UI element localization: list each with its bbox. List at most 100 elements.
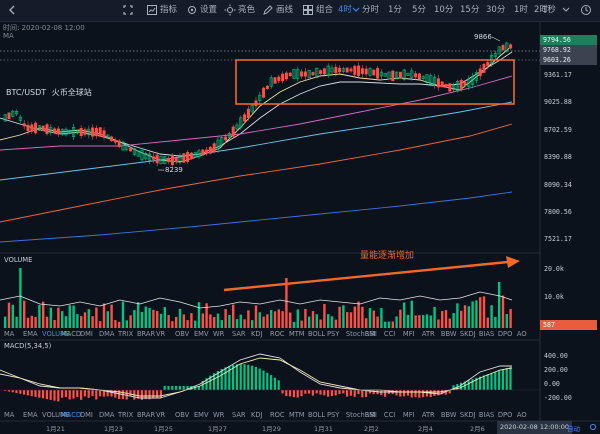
volume-bar [194, 320, 197, 328]
candle-body [91, 127, 95, 137]
sun-icon[interactable] [224, 4, 236, 16]
indicator-tab-boll[interactable]: BOLL [307, 411, 326, 419]
indicator-tab-roc[interactable]: ROC [269, 411, 285, 419]
indicator-tab-smi[interactable]: SMI [364, 411, 377, 419]
indicator-tab-mfi[interactable]: MFI [402, 411, 415, 419]
indicator-tab-dpo[interactable]: DPO [497, 411, 513, 419]
macd-bar [327, 390, 330, 397]
macd-bar [106, 390, 109, 397]
indicator-tab-sar[interactable]: SAR [231, 411, 246, 419]
interval-1h[interactable]: 1时 [514, 5, 528, 15]
grid-icon[interactable] [302, 4, 314, 16]
interval-4h[interactable]: 4时 [338, 5, 352, 15]
indicator-tab-mtm[interactable]: MTM [288, 330, 305, 338]
clock-icon[interactable] [580, 4, 592, 16]
indicator-tab-ao[interactable]: AO [516, 411, 527, 419]
indicator-icon[interactable] [146, 4, 158, 16]
indicator-tab-emv[interactable]: EMV [193, 411, 209, 419]
candle-body [231, 126, 235, 137]
indicator-tab-mtm[interactable]: MTM [288, 411, 305, 419]
indicator-tab-vr[interactable]: VR [155, 411, 166, 419]
indicator-tab-roc[interactable]: ROC [269, 330, 285, 338]
chevron-left-icon[interactable] [6, 4, 18, 16]
indicator-tab-volume[interactable]: VOLUME [41, 411, 70, 419]
indicator-tab-atr[interactable]: ATR [421, 330, 435, 338]
interval-10m[interactable]: 10分 [434, 5, 454, 15]
indicator-tab-ema[interactable]: EMA [22, 330, 38, 338]
toolbar-indicators[interactable]: 指标 [160, 5, 178, 15]
indicator-tab-bias[interactable]: BIAS [478, 330, 495, 338]
interval-15m[interactable]: 15分 [460, 5, 480, 15]
indicator-tab-atr[interactable]: ATR [421, 411, 435, 419]
indicator-tab-dma[interactable]: DMA [98, 330, 115, 338]
indicator-tab-obv[interactable]: OBV [174, 330, 190, 338]
auto-scale-toggle[interactable]: 自动 [567, 425, 580, 433]
pencil-icon[interactable] [262, 4, 274, 16]
volume-bar [368, 308, 372, 328]
indicator-tab-trix[interactable]: TRIX [117, 330, 134, 338]
indicator-tab-ma[interactable]: MA [4, 411, 15, 419]
candle-body [155, 154, 159, 164]
chevron-down-icon[interactable] [352, 5, 360, 15]
indicator-tab-macd[interactable]: MACD [60, 411, 82, 419]
volume-bar [220, 320, 223, 328]
indicator-tab-bbw[interactable]: BBW [440, 330, 457, 338]
candle-body [3, 114, 7, 122]
candle-body [425, 74, 429, 84]
indicator-tab-trix[interactable]: TRIX [117, 411, 134, 419]
indicator-tab-ma[interactable]: MA [4, 330, 15, 338]
indicator-tab-macd[interactable]: MACD [60, 330, 82, 338]
indicator-tab-stochrsi[interactable]: StochRSI [345, 411, 376, 419]
interval-30m[interactable]: 30分 [486, 5, 506, 15]
indicator-tab-cci[interactable]: CCI [383, 330, 396, 338]
candle-body [129, 148, 133, 152]
indicator-tab-psy[interactable]: PSY [326, 411, 340, 419]
indicator-tab-sar[interactable]: SAR [231, 330, 246, 338]
indicator-tab-vr[interactable]: VR [155, 330, 166, 338]
indicator-tab-obv[interactable]: OBV [174, 411, 190, 419]
indicator-tab-skdj[interactable]: SKDJ [459, 411, 476, 419]
indicator-tab-volume[interactable]: VOLUME [41, 330, 70, 338]
kline-chart[interactable]: 9866 8239 量能逐渐增加 [0, 22, 600, 434]
expand-icon[interactable] [122, 4, 134, 16]
toolbar-settings[interactable]: 设置 [200, 5, 218, 15]
indicator-tab-wr[interactable]: WR [212, 411, 225, 419]
indicator-tab-skdj[interactable]: SKDJ [459, 330, 476, 338]
indicator-tab-mfi[interactable]: MFI [402, 330, 415, 338]
macd-bar [266, 372, 269, 390]
indicator-tab-dmi[interactable]: DMI [79, 330, 93, 338]
caret-down-icon[interactable] [562, 5, 570, 15]
indicator-tab-brar[interactable]: BRAR [136, 411, 156, 419]
interval-5m[interactable]: 5分 [412, 5, 426, 15]
indicator-tab-boll[interactable]: BOLL [307, 330, 326, 338]
candle-body [357, 65, 361, 76]
refresh-interval[interactable]: 1秒 [542, 5, 556, 15]
indicator-tab-wr[interactable]: WR [212, 330, 225, 338]
interval-2h[interactable]: 2时 [534, 5, 548, 15]
indicator-tab-bbw[interactable]: BBW [440, 411, 457, 419]
indicator-tab-bias[interactable]: BIAS [478, 411, 495, 419]
interval-timeshare[interactable]: 分时 [362, 5, 380, 15]
indicator-tab-kdj[interactable]: KDJ [250, 411, 263, 419]
settings-small-icon[interactable] [589, 423, 597, 431]
toolbar-light-theme[interactable]: 亮色 [238, 5, 256, 15]
indicator-tab-cci[interactable]: CCI [383, 411, 396, 419]
indicator-tab-psy[interactable]: PSY [326, 330, 340, 338]
indicator-tab-dma[interactable]: DMA [98, 411, 115, 419]
indicator-tab-kdj[interactable]: KDJ [250, 330, 263, 338]
indicator-tab-smi[interactable]: SMI [364, 330, 377, 338]
volume-bar [361, 306, 364, 328]
indicator-tab-brar[interactable]: BRAR [136, 330, 156, 338]
indicator-tab-stochrsi[interactable]: StochRSI [345, 330, 376, 338]
indicator-tab-dpo[interactable]: DPO [497, 330, 513, 338]
toolbar-draw[interactable]: 画线 [276, 5, 294, 15]
toolbar-layout[interactable]: 组合 [316, 5, 334, 15]
indicator-tab-emv[interactable]: EMV [193, 330, 209, 338]
indicator-tab-dmi[interactable]: DMI [79, 411, 93, 419]
gear-icon[interactable] [186, 4, 198, 16]
macd-bar [292, 390, 295, 398]
indicator-tab-ema[interactable]: EMA [22, 411, 38, 419]
interval-1m[interactable]: 1分 [388, 5, 402, 15]
candle-body [56, 128, 60, 135]
indicator-tab-ao[interactable]: AO [516, 330, 527, 338]
